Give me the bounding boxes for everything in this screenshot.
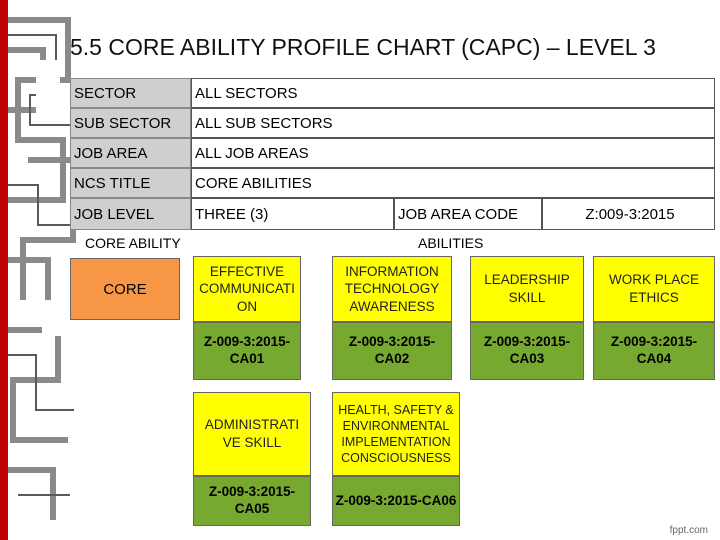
ability-code: Z-009-3:2015-CA02 — [332, 322, 452, 380]
sector-label: SECTOR — [70, 78, 191, 108]
ability-code: Z-009-3:2015-CA01 — [193, 322, 301, 380]
core-label: CORE — [70, 258, 180, 320]
ability-name: ADMINISTRATI VE SKILL — [193, 392, 311, 476]
ability-name: WORK PLACE ETHICS — [593, 256, 715, 322]
footer-brand: fppt.com — [669, 525, 708, 536]
subsector-value: ALL SUB SECTORS — [191, 108, 715, 138]
ability-name: EFFECTIVE COMMUNICATI ON — [193, 256, 301, 322]
maze-decoration — [8, 0, 78, 540]
ability-code: Z-009-3:2015-CA06 — [332, 476, 460, 526]
ability-code: Z-009-3:2015-CA05 — [193, 476, 311, 526]
ability-code: Z-009-3:2015-CA03 — [470, 322, 584, 380]
jobareacode-value: Z:009-3:2015 — [542, 198, 715, 230]
ncs-title-label: NCS TITLE — [70, 168, 191, 198]
ncs-title-value: CORE ABILITIES — [191, 168, 715, 198]
jobareacode-label: JOB AREA CODE — [394, 198, 542, 230]
page-title: 5.5 CORE ABILITY PROFILE CHART (CAPC) – … — [70, 34, 656, 60]
red-accent-bar — [0, 0, 8, 540]
core-ability-header: CORE ABILITY — [85, 235, 181, 251]
jobarea-label: JOB AREA — [70, 138, 191, 168]
abilities-header: ABILITIES — [418, 235, 484, 251]
joblevel-label: JOB LEVEL — [70, 198, 191, 230]
sector-value: ALL SECTORS — [191, 78, 715, 108]
subsector-label: SUB SECTOR — [70, 108, 191, 138]
ability-name: HEALTH, SAFETY & ENVIRONMENTAL IMPLEMENT… — [332, 392, 460, 476]
ability-code: Z-009-3:2015-CA04 — [593, 322, 715, 380]
joblevel-value: THREE (3) — [191, 198, 394, 230]
ability-name: INFORMATION TECHNOLOGY AWARENESS — [332, 256, 452, 322]
ability-name: LEADERSHIP SKILL — [470, 256, 584, 322]
jobarea-value: ALL JOB AREAS — [191, 138, 715, 168]
